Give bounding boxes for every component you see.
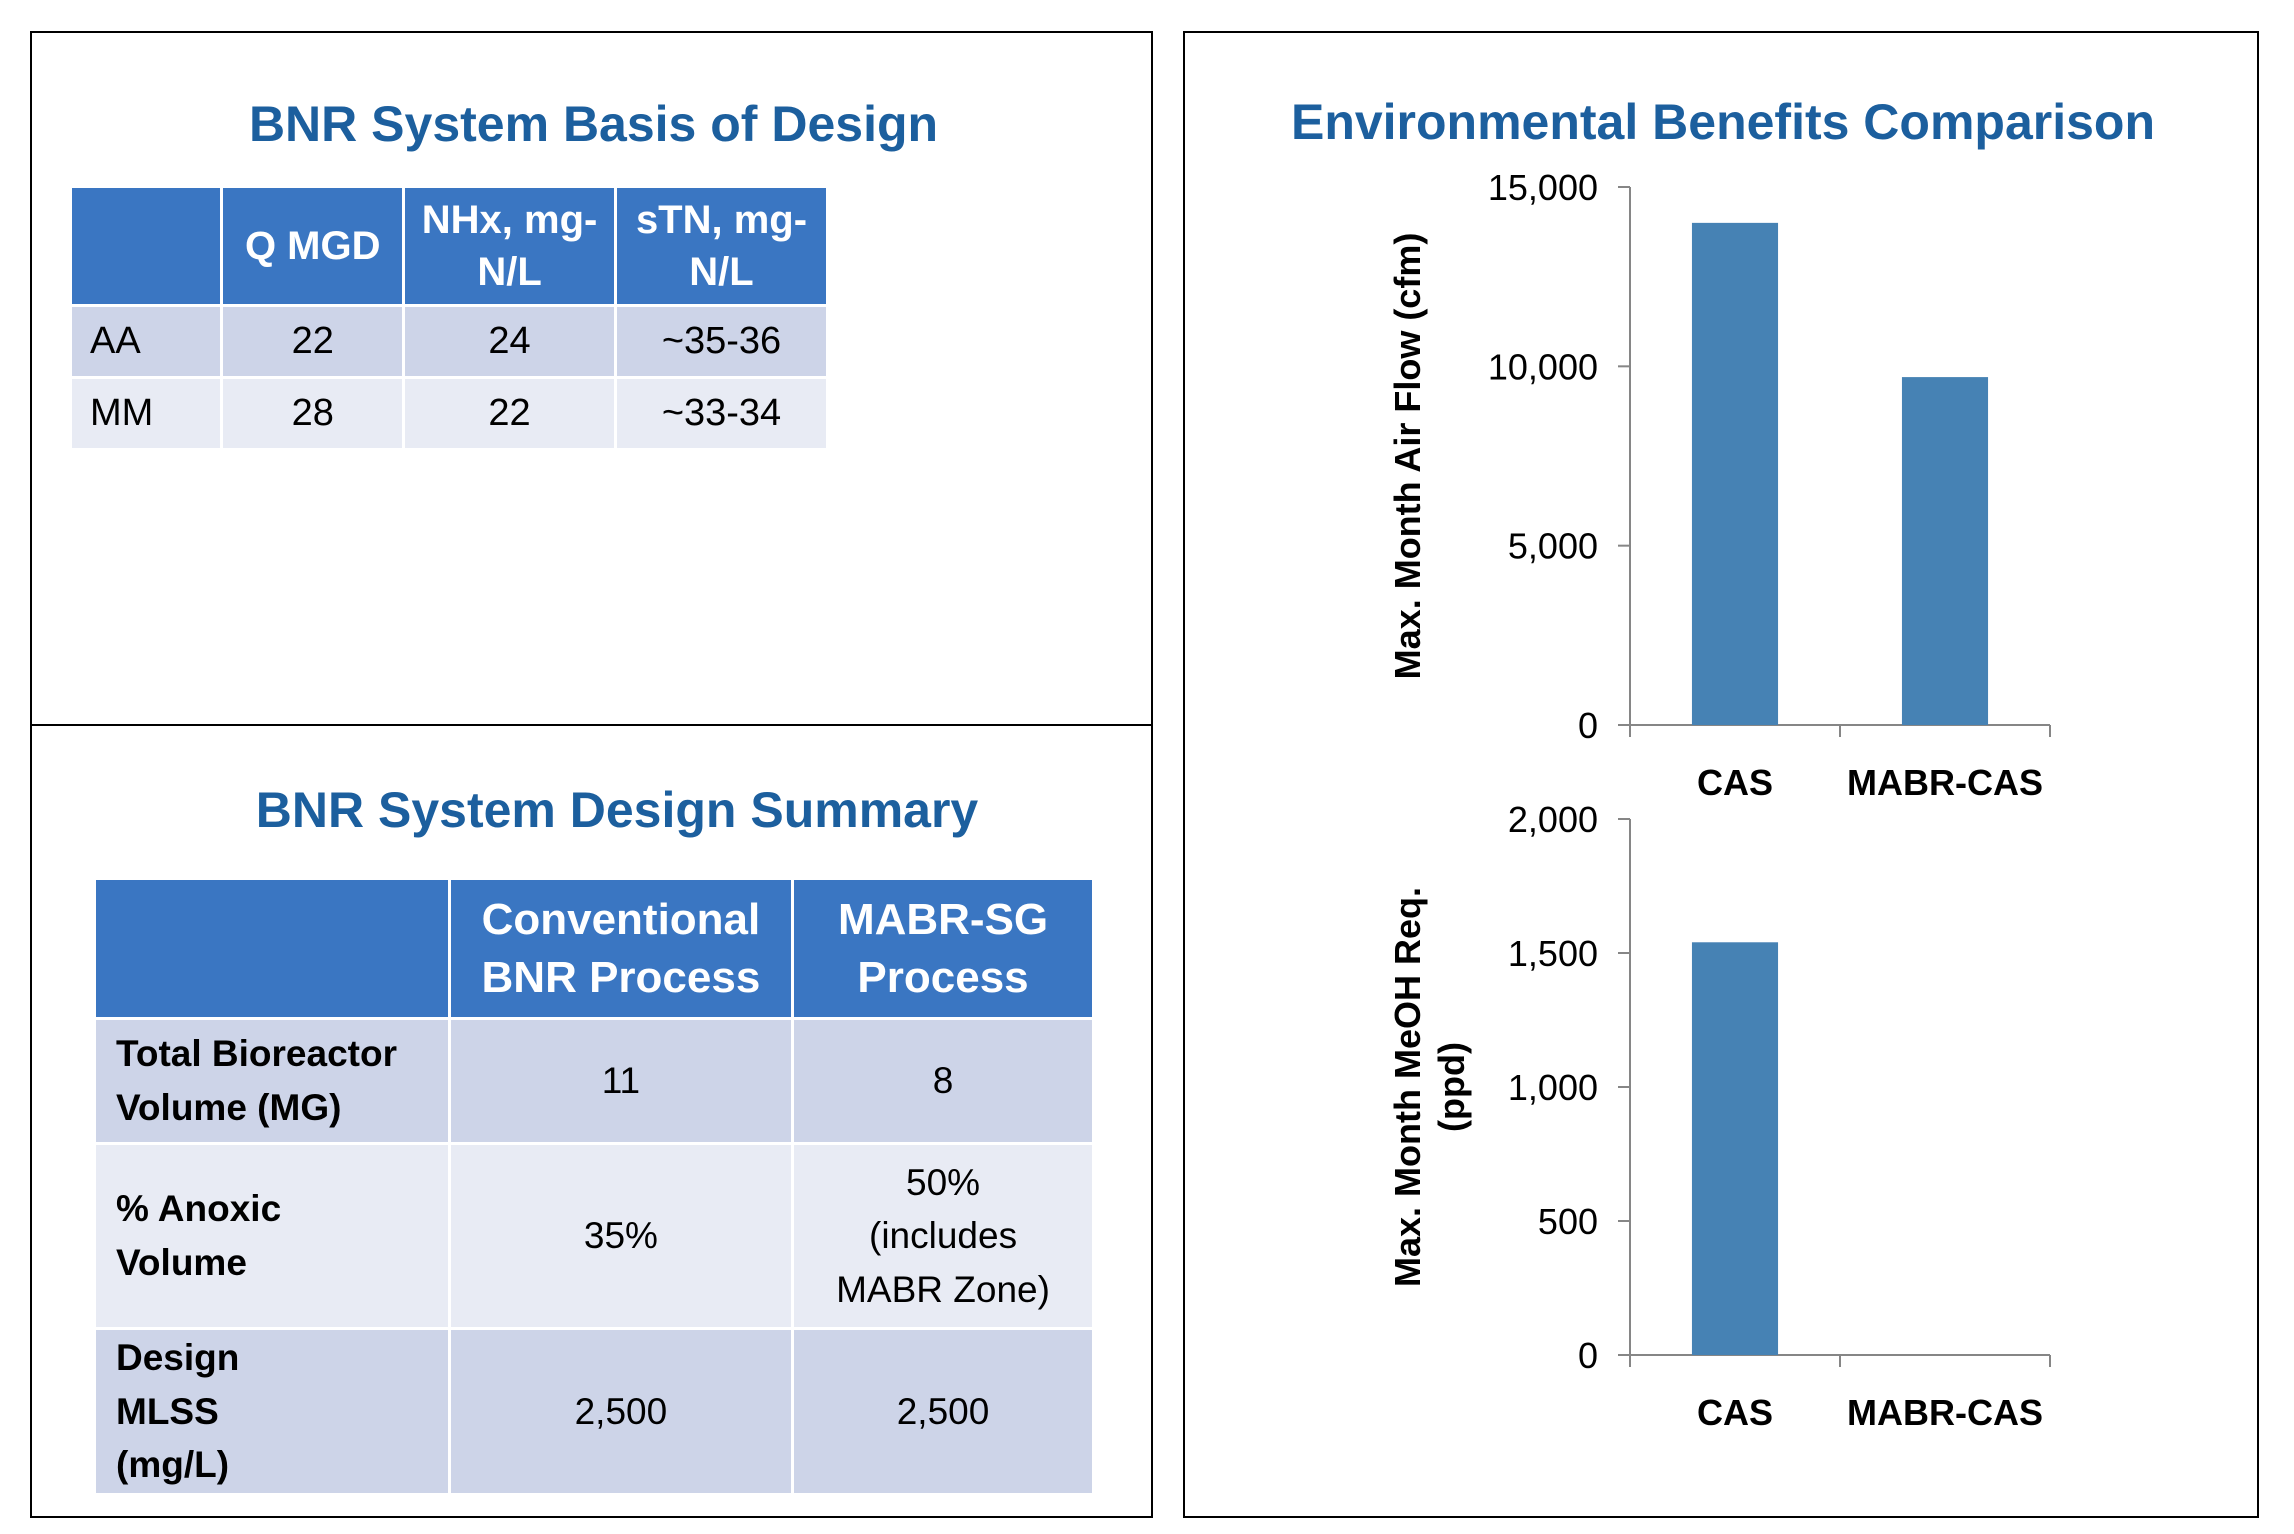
environmental-benefits-title: Environmental Benefits Comparison bbox=[1290, 94, 2156, 150]
cell-conventional: 2,500 bbox=[447, 1327, 795, 1496]
cell-stn: ~35-36 bbox=[614, 304, 829, 379]
header-mabr: MABR-SG Process bbox=[791, 877, 1095, 1020]
design-summary-table: Conventional BNR Process MABR-SG Process… bbox=[93, 877, 1095, 1496]
header-nhx: NHx, mg-N/L bbox=[402, 185, 618, 307]
header-stn: sTN, mg-N/L bbox=[614, 185, 829, 307]
cell-stn: ~33-34 bbox=[614, 376, 829, 451]
table-row: AA 22 24 ~35-36 bbox=[68, 304, 829, 379]
cell-nhx: 22 bbox=[402, 376, 618, 451]
row-label: MM bbox=[68, 376, 224, 451]
row-label: AA bbox=[68, 304, 224, 379]
header-conventional: Conventional BNR Process bbox=[447, 877, 795, 1020]
table-row: Total Bioreactor Volume (MG) 11 8 bbox=[93, 1017, 1095, 1145]
design-summary-panel: BNR System Design Summary Conventional B… bbox=[30, 724, 1153, 1518]
cell-mabr: 50% (includes MABR Zone) bbox=[791, 1142, 1095, 1330]
header-blank bbox=[68, 185, 224, 307]
header-q-mgd: Q MGD bbox=[220, 185, 406, 307]
cell-conventional: 11 bbox=[447, 1017, 795, 1145]
cell-mabr: 2,500 bbox=[791, 1327, 1095, 1496]
row-label: Design MLSS (mg/L) bbox=[93, 1327, 451, 1496]
header-blank bbox=[93, 877, 451, 1020]
basis-of-design-table: Q MGD NHx, mg-N/L sTN, mg-N/L AA 22 24 ~… bbox=[68, 185, 829, 451]
environmental-benefits-panel: Environmental Benefits Comparison bbox=[1183, 31, 2259, 1518]
cell-q: 22 bbox=[220, 304, 406, 379]
cell-mabr: 8 bbox=[791, 1017, 1095, 1145]
cell-nhx: 24 bbox=[402, 304, 618, 379]
table-row: MM 28 22 ~33-34 bbox=[68, 376, 829, 451]
design-summary-title: BNR System Design Summary bbox=[255, 782, 979, 838]
row-label: % Anoxic Volume bbox=[93, 1142, 451, 1330]
basis-of-design-title: BNR System Basis of Design bbox=[248, 96, 939, 152]
table-row: % Anoxic Volume 35% 50% (includes MABR Z… bbox=[93, 1142, 1095, 1330]
table-row: Design MLSS (mg/L) 2,500 2,500 bbox=[93, 1327, 1095, 1496]
cell-conventional: 35% bbox=[447, 1142, 795, 1330]
row-label: Total Bioreactor Volume (MG) bbox=[93, 1017, 451, 1145]
cell-q: 28 bbox=[220, 376, 406, 451]
basis-of-design-panel: BNR System Basis of Design Q MGD NHx, mg… bbox=[30, 31, 1153, 726]
